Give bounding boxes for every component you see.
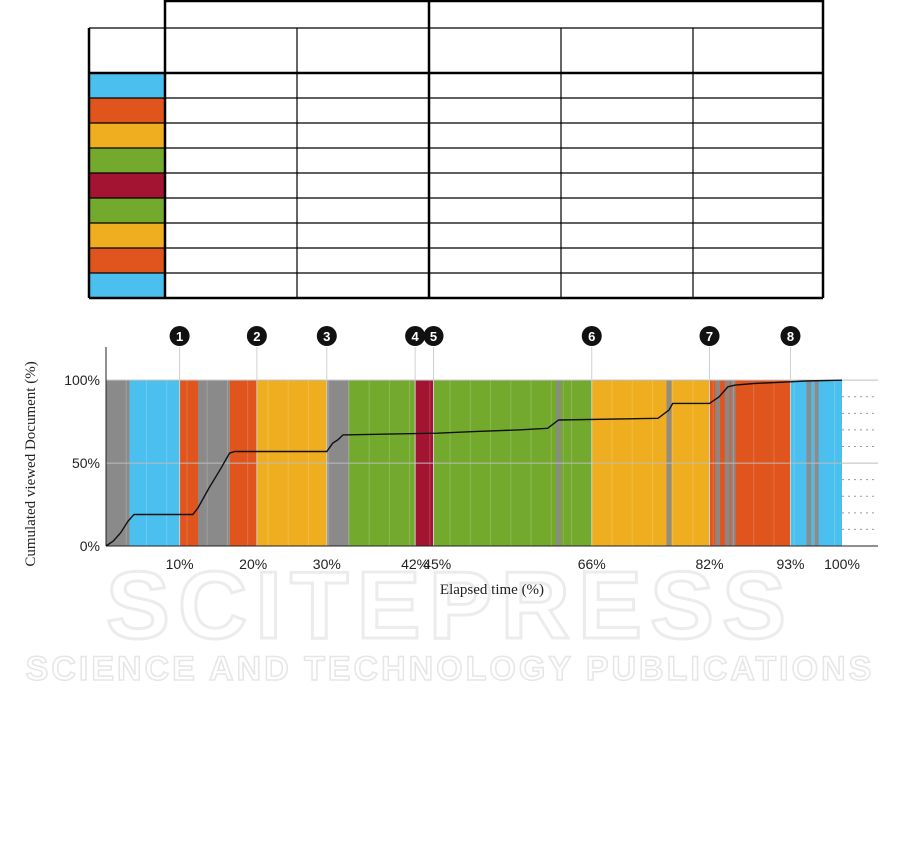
marker-number: 8 (787, 329, 794, 344)
marker-number: 7 (706, 329, 713, 344)
y-axis-label: Cumulated viewed Document (%) (23, 361, 39, 566)
x-tick-label: 93% (776, 556, 804, 572)
marker-number: 3 (323, 329, 330, 344)
y-tick-label: 0% (80, 538, 100, 554)
x-axis-label: Elapsed time (%) (440, 582, 544, 598)
marker-number: 1 (176, 329, 183, 344)
y-tick-label: 50% (72, 455, 100, 471)
watermark-subtitle: SCIENCE AND TECHNOLOGY PUBLICATIONS (26, 650, 875, 688)
x-tick-label: 66% (578, 556, 606, 572)
x-tick-label: 45% (423, 556, 451, 572)
plot-area: 0%50%100%10% 20% 30% 42%45% 66% 82% 93% 100%1 2 3… (64, 326, 878, 572)
marker-number: 5 (430, 329, 437, 344)
watermark: SCITEPRESS SCIENCE AND TECHNOLOGY PUBLIC… (26, 552, 875, 688)
x-tick-label: 10% (166, 556, 194, 572)
marker-number: 2 (253, 329, 260, 344)
x-tick-label: 82% (696, 556, 724, 572)
x-tick-label: 100% (824, 556, 860, 572)
x-tick-label: 30% (313, 556, 341, 572)
marker-number: 6 (588, 329, 595, 344)
marker-number: 4 (412, 329, 420, 344)
x-tick-label: 20% (239, 556, 267, 572)
y-tick-label: 100% (64, 372, 100, 388)
